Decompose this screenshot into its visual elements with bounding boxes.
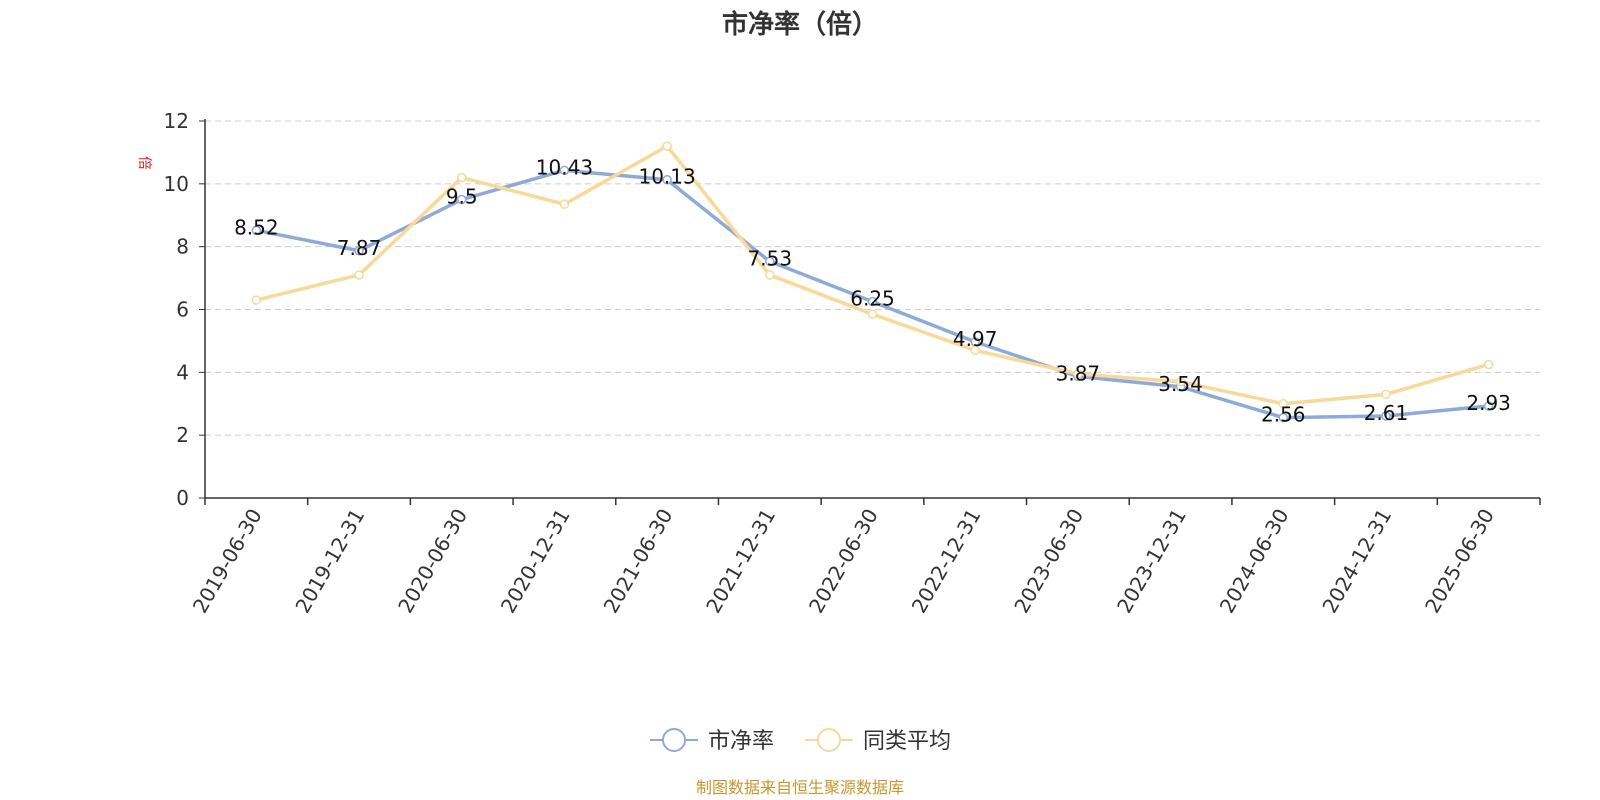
y-tick-label: 0 <box>176 486 189 510</box>
data-label: 9.5 <box>446 185 478 209</box>
data-point <box>1278 412 1289 423</box>
data-point <box>1483 359 1494 370</box>
legend-label: 市净率 <box>708 729 774 754</box>
source-note: 制图数据来自恒生聚源数据库 <box>696 778 904 797</box>
axes: 0 2 4 6 8 10 12 2019-06-30 2019-12-31 2020-06-30 2… <box>164 109 1541 618</box>
x-tick-label: 2019-06-30 <box>188 505 267 618</box>
x-tick-label: 2025-06-30 <box>1420 505 1499 618</box>
legend-marker <box>662 728 686 752</box>
y-tick-label: 12 <box>164 109 189 133</box>
data-point <box>251 295 262 305</box>
data-point <box>354 246 364 256</box>
data-point <box>867 296 878 307</box>
x-tick-label: 2021-12-31 <box>701 505 780 618</box>
legend-item-1[interactable]: 同类平均 <box>805 728 951 754</box>
data-label: 2.56 <box>1261 403 1306 427</box>
x-tick-label: 2019-12-31 <box>290 505 369 618</box>
data-point <box>662 141 672 151</box>
x-tick-label: 2023-12-31 <box>1112 505 1191 618</box>
series-line-1 <box>255 144 1490 406</box>
x-tick-label: 2021-06-30 <box>599 505 678 618</box>
x-tick-label: 2024-06-30 <box>1215 505 1294 618</box>
data-point <box>456 172 467 183</box>
x-tick-label: 2020-12-31 <box>496 505 575 618</box>
x-tick-label: 2023-06-30 <box>1009 505 1088 618</box>
y-tick-label: 6 <box>176 298 189 322</box>
legend-item-0[interactable]: 市净率 <box>650 728 774 754</box>
data-label: 2.93 <box>1466 391 1511 415</box>
data-point <box>354 270 364 280</box>
data-point <box>1278 399 1289 409</box>
legend-marker <box>817 728 841 752</box>
data-point <box>765 270 775 280</box>
data-label: 3.54 <box>1158 372 1203 396</box>
data-point <box>867 309 878 319</box>
data-label: 7.53 <box>748 246 793 270</box>
data-labels: 8.52 7.87 9.5 10.43 10.13 7.53 6.25 4.97 3.87 3.5… <box>234 155 1511 426</box>
y-tick-label: 4 <box>176 360 189 384</box>
data-label: 6.25 <box>850 287 895 311</box>
data-label: 4.97 <box>953 327 998 351</box>
data-point <box>1483 401 1494 411</box>
data-label: 10.43 <box>536 155 593 179</box>
data-point <box>1073 369 1083 379</box>
data-point <box>456 194 467 205</box>
data-point <box>251 225 262 236</box>
x-tick-label: 2022-06-30 <box>804 505 883 618</box>
data-point <box>559 165 570 176</box>
data-label: 2.61 <box>1364 401 1409 425</box>
data-point <box>970 345 980 356</box>
data-point <box>662 174 672 185</box>
y-axis-unit: 倍 <box>136 156 152 170</box>
data-label: 7.87 <box>337 236 382 260</box>
data-label: 10.13 <box>638 165 695 189</box>
data-label: 8.52 <box>234 215 279 239</box>
x-tick-label: 2020-06-30 <box>393 505 472 618</box>
data-point <box>1381 389 1391 400</box>
x-tick-label: 2024-12-31 <box>1317 505 1396 618</box>
grid <box>205 120 1540 436</box>
y-tick-label: 8 <box>176 235 189 259</box>
y-tick-label: 10 <box>164 172 189 196</box>
y-tick-label: 2 <box>176 423 189 447</box>
data-label: 3.87 <box>1056 361 1101 385</box>
series <box>251 141 1494 423</box>
chart-title: 市净率（倍） <box>722 9 878 40</box>
legend-label: 同类平均 <box>863 729 951 754</box>
legend[interactable]: 市净率 同类平均 <box>650 728 951 754</box>
data-point <box>765 256 775 267</box>
data-point <box>1175 377 1186 387</box>
x-tick-label: 2022-12-31 <box>907 505 986 618</box>
data-point <box>559 199 570 210</box>
data-point <box>1381 411 1391 421</box>
